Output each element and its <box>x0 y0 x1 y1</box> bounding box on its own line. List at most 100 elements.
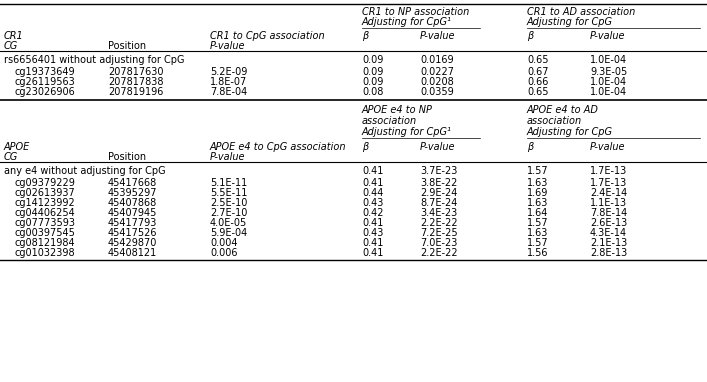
Text: 2.2E-22: 2.2E-22 <box>420 248 457 258</box>
Text: 1.64: 1.64 <box>527 208 549 218</box>
Text: cg09379229: cg09379229 <box>14 178 75 188</box>
Text: 0.41: 0.41 <box>362 218 383 228</box>
Text: APOE e4 to CpG association: APOE e4 to CpG association <box>210 142 346 152</box>
Text: 7.0E-23: 7.0E-23 <box>420 238 457 248</box>
Text: 2.8E-13: 2.8E-13 <box>590 248 627 258</box>
Text: 0.09: 0.09 <box>362 67 383 77</box>
Text: APOE e4 to AD: APOE e4 to AD <box>527 105 599 115</box>
Text: 0.42: 0.42 <box>362 208 383 218</box>
Text: 0.43: 0.43 <box>362 198 383 208</box>
Text: 7.8E-04: 7.8E-04 <box>210 87 247 97</box>
Text: CG: CG <box>4 152 18 162</box>
Text: 0.65: 0.65 <box>527 55 549 65</box>
Text: P-value: P-value <box>590 31 626 41</box>
Text: 207817630: 207817630 <box>108 67 163 77</box>
Text: P-value: P-value <box>420 142 455 152</box>
Text: 0.43: 0.43 <box>362 228 383 238</box>
Text: 1.7E-13: 1.7E-13 <box>590 178 627 188</box>
Text: 45417526: 45417526 <box>108 228 158 238</box>
Text: association: association <box>527 116 582 126</box>
Text: 1.1E-13: 1.1E-13 <box>590 198 627 208</box>
Text: 1.63: 1.63 <box>527 198 549 208</box>
Text: association: association <box>362 116 417 126</box>
Text: cg23026906: cg23026906 <box>14 87 75 97</box>
Text: β: β <box>362 31 368 41</box>
Text: 45407945: 45407945 <box>108 208 158 218</box>
Text: cg07773593: cg07773593 <box>14 218 75 228</box>
Text: cg02613937: cg02613937 <box>14 188 75 198</box>
Text: 1.7E-13: 1.7E-13 <box>590 166 627 176</box>
Text: 8.7E-24: 8.7E-24 <box>420 198 457 208</box>
Text: 7.2E-25: 7.2E-25 <box>420 228 457 238</box>
Text: 0.08: 0.08 <box>362 87 383 97</box>
Text: 0.67: 0.67 <box>527 67 549 77</box>
Text: P-value: P-value <box>590 142 626 152</box>
Text: 45417793: 45417793 <box>108 218 158 228</box>
Text: P-value: P-value <box>210 41 245 51</box>
Text: cg19373649: cg19373649 <box>14 67 75 77</box>
Text: 2.5E-10: 2.5E-10 <box>210 198 247 208</box>
Text: cg04406254: cg04406254 <box>14 208 75 218</box>
Text: Adjusting for CpG¹: Adjusting for CpG¹ <box>362 127 452 137</box>
Text: 0.0227: 0.0227 <box>420 67 454 77</box>
Text: any e4 without adjusting for CpG: any e4 without adjusting for CpG <box>4 166 165 176</box>
Text: 2.7E-10: 2.7E-10 <box>210 208 247 218</box>
Text: 4.0E-05: 4.0E-05 <box>210 218 247 228</box>
Text: 1.57: 1.57 <box>527 166 549 176</box>
Text: 1.0E-04: 1.0E-04 <box>590 77 627 87</box>
Text: 2.4E-14: 2.4E-14 <box>590 188 627 198</box>
Text: 3.7E-23: 3.7E-23 <box>420 166 457 176</box>
Text: 3.8E-22: 3.8E-22 <box>420 178 457 188</box>
Text: Position: Position <box>108 41 146 51</box>
Text: 0.0359: 0.0359 <box>420 87 454 97</box>
Text: 5.5E-11: 5.5E-11 <box>210 188 247 198</box>
Text: β: β <box>527 31 533 41</box>
Text: Adjusting for CpG: Adjusting for CpG <box>527 127 613 137</box>
Text: 0.09: 0.09 <box>362 77 383 87</box>
Text: cg14123992: cg14123992 <box>14 198 75 208</box>
Text: 0.004: 0.004 <box>210 238 238 248</box>
Text: 45417668: 45417668 <box>108 178 157 188</box>
Text: 5.1E-11: 5.1E-11 <box>210 178 247 188</box>
Text: 2.1E-13: 2.1E-13 <box>590 238 627 248</box>
Text: 1.56: 1.56 <box>527 248 549 258</box>
Text: 7.8E-14: 7.8E-14 <box>590 208 627 218</box>
Text: 1.0E-04: 1.0E-04 <box>590 55 627 65</box>
Text: 207819196: 207819196 <box>108 87 163 97</box>
Text: 45407868: 45407868 <box>108 198 157 208</box>
Text: 1.8E-07: 1.8E-07 <box>210 77 247 87</box>
Text: cg08121984: cg08121984 <box>14 238 75 248</box>
Text: P-value: P-value <box>210 152 245 162</box>
Text: 1.63: 1.63 <box>527 178 549 188</box>
Text: β: β <box>362 142 368 152</box>
Text: 9.3E-05: 9.3E-05 <box>590 67 627 77</box>
Text: 0.65: 0.65 <box>527 87 549 97</box>
Text: 2.9E-24: 2.9E-24 <box>420 188 457 198</box>
Text: Adjusting for CpG¹: Adjusting for CpG¹ <box>362 17 452 27</box>
Text: Position: Position <box>108 152 146 162</box>
Text: 45395297: 45395297 <box>108 188 158 198</box>
Text: 1.69: 1.69 <box>527 188 549 198</box>
Text: CR1 to CpG association: CR1 to CpG association <box>210 31 325 41</box>
Text: cg26119563: cg26119563 <box>14 77 75 87</box>
Text: CG: CG <box>4 41 18 51</box>
Text: 0.41: 0.41 <box>362 238 383 248</box>
Text: 0.41: 0.41 <box>362 166 383 176</box>
Text: 0.66: 0.66 <box>527 77 549 87</box>
Text: CR1: CR1 <box>4 31 24 41</box>
Text: 5.2E-09: 5.2E-09 <box>210 67 247 77</box>
Text: 0.09: 0.09 <box>362 55 383 65</box>
Text: cg00397545: cg00397545 <box>14 228 75 238</box>
Text: 0.41: 0.41 <box>362 248 383 258</box>
Text: 3.4E-23: 3.4E-23 <box>420 208 457 218</box>
Text: 1.57: 1.57 <box>527 238 549 248</box>
Text: 0.006: 0.006 <box>210 248 238 258</box>
Text: APOE e4 to NP: APOE e4 to NP <box>362 105 433 115</box>
Text: 0.0169: 0.0169 <box>420 55 454 65</box>
Text: 45408121: 45408121 <box>108 248 157 258</box>
Text: 1.63: 1.63 <box>527 228 549 238</box>
Text: 2.2E-22: 2.2E-22 <box>420 218 457 228</box>
Text: 45429870: 45429870 <box>108 238 158 248</box>
Text: 2.6E-13: 2.6E-13 <box>590 218 627 228</box>
Text: 1.57: 1.57 <box>527 218 549 228</box>
